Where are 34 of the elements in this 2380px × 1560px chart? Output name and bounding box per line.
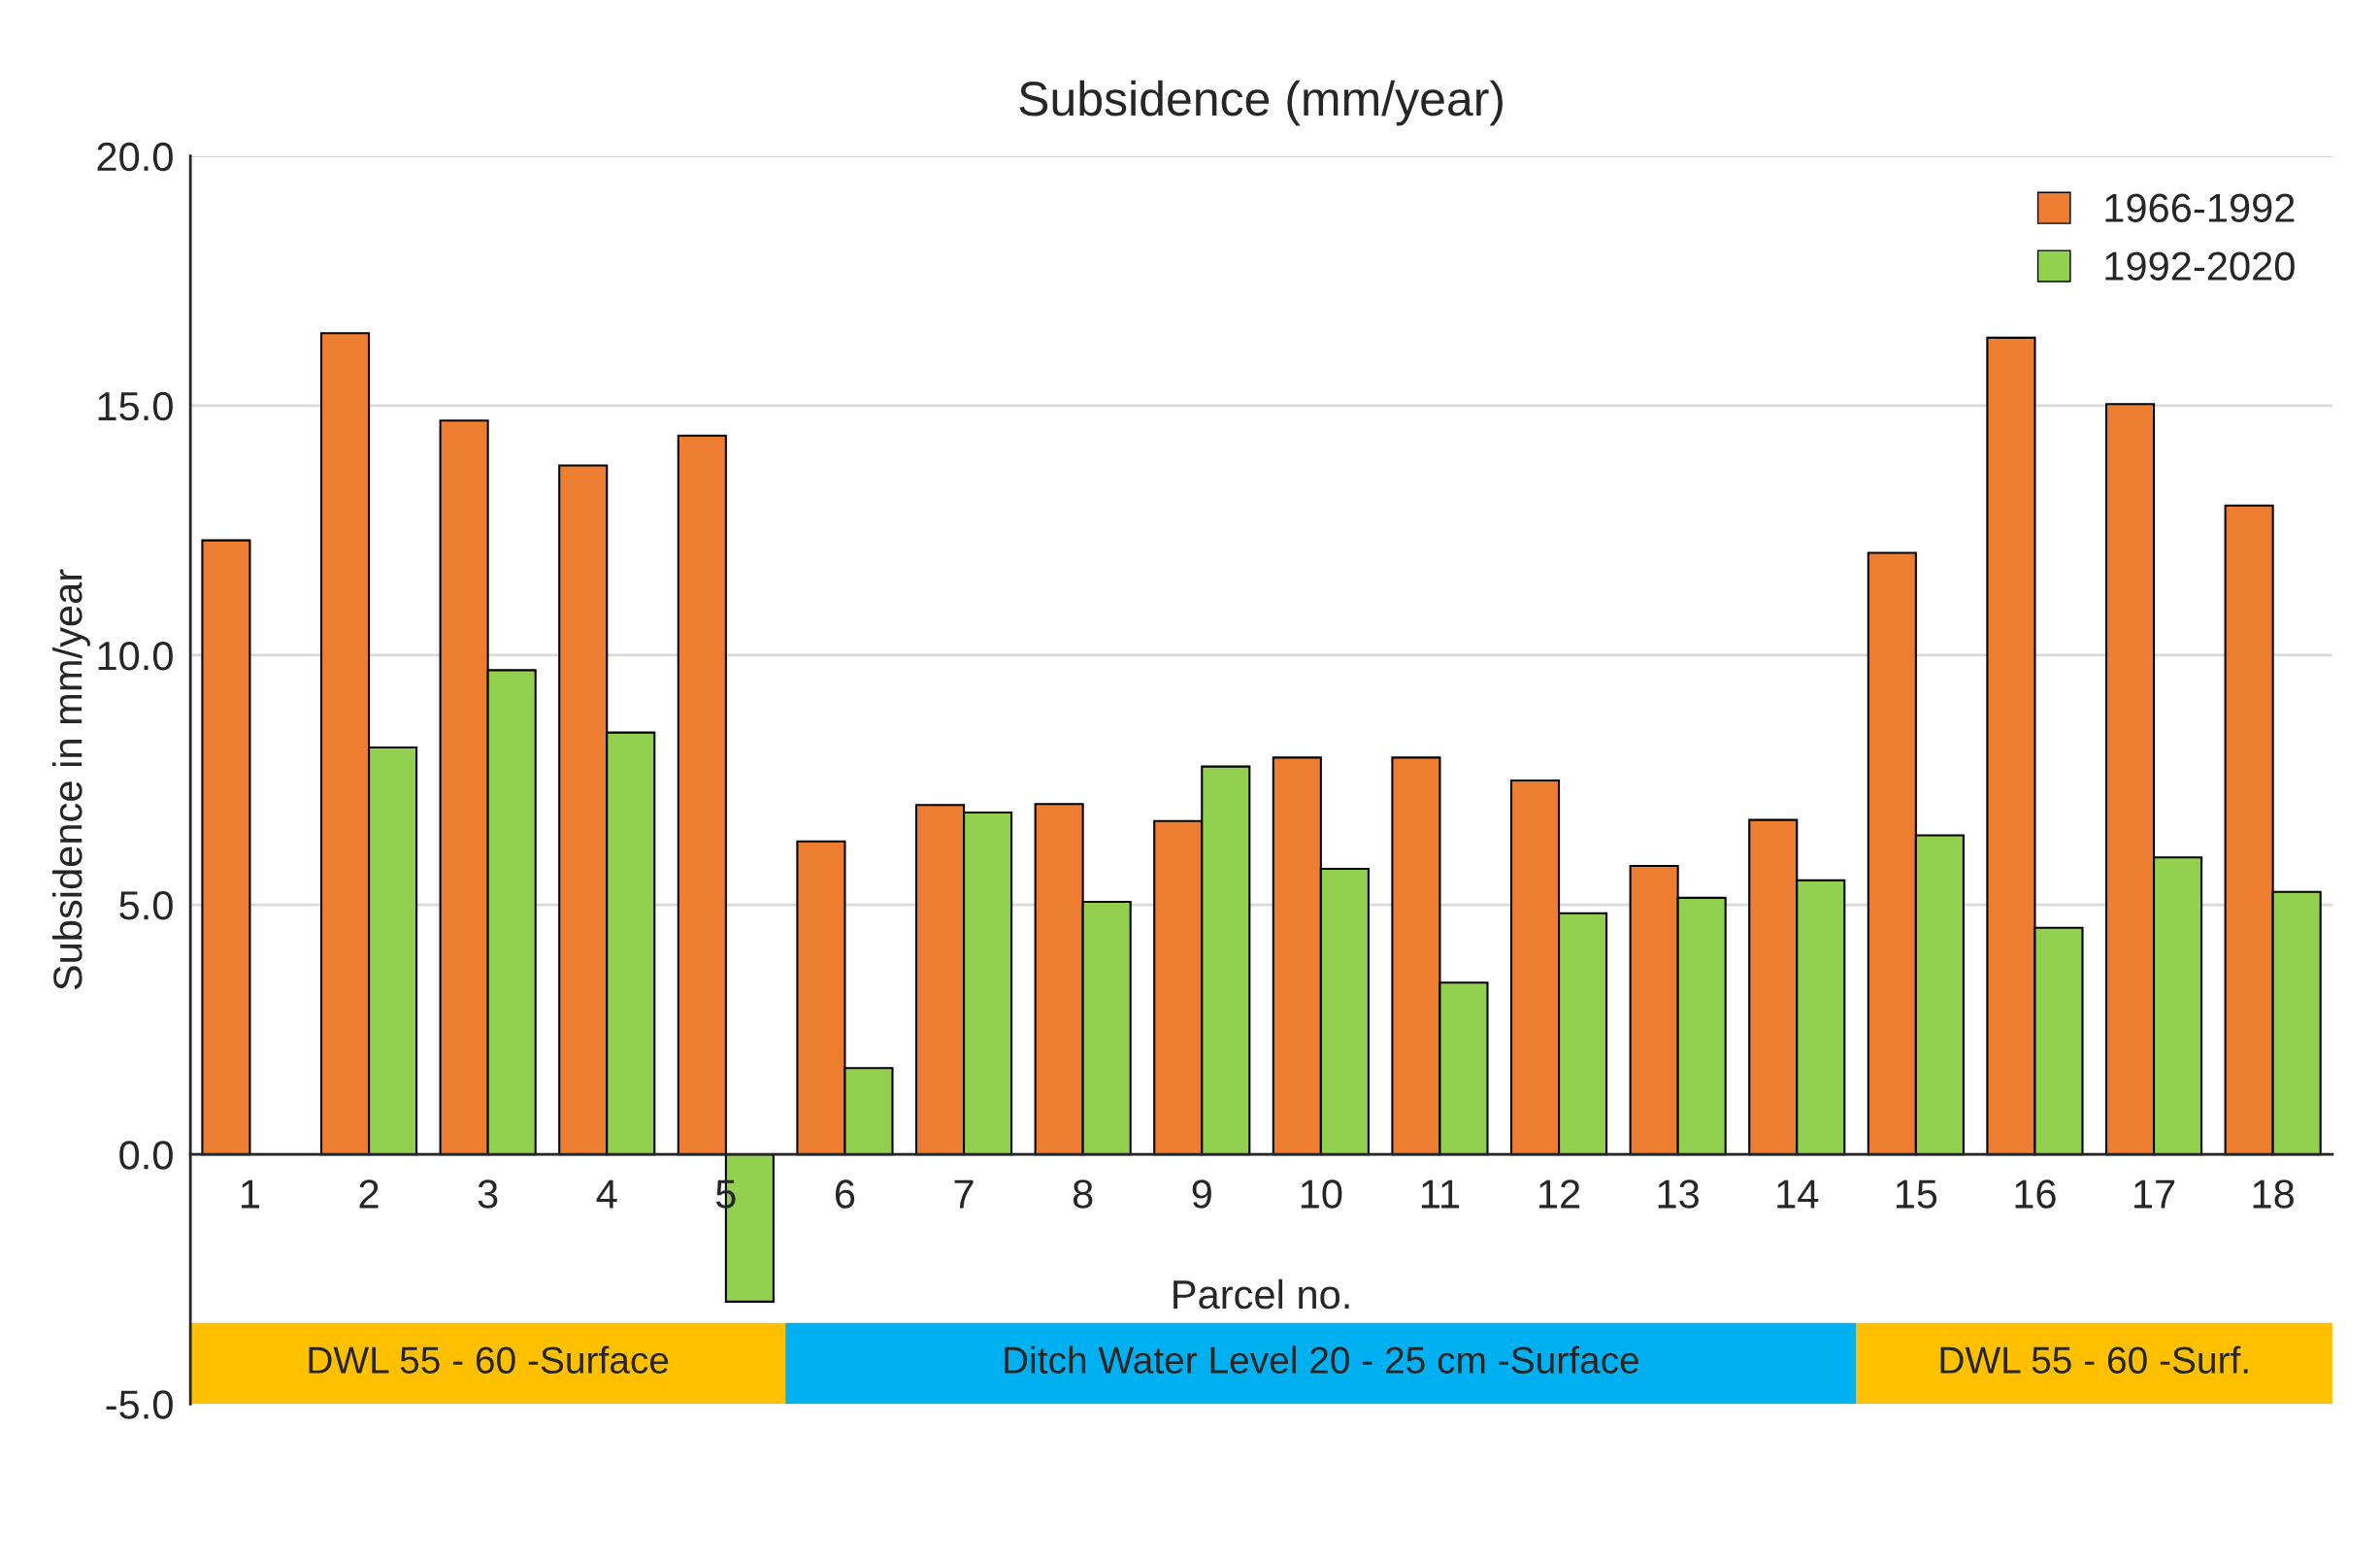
y-tick-label: 15.0 [98, 391, 173, 421]
x-tick-label: 2 [359, 1179, 379, 1209]
x-tick-label: 16 [2015, 1179, 2056, 1209]
x-tick-label: 13 [1658, 1179, 1699, 1209]
band-label: DWL 55 - 60 -Surface [309, 1345, 669, 1374]
x-tick-label: 3 [478, 1179, 498, 1209]
x-tick-label: 6 [835, 1179, 855, 1209]
y-tick-label: 5.0 [119, 891, 173, 920]
y-tick-label: -5.0 [106, 1390, 173, 1419]
x-tick-label: 10 [1301, 1179, 1342, 1209]
x-tick-label: 8 [1073, 1179, 1093, 1209]
x-tick-label: 18 [2253, 1179, 2295, 1209]
band-label: DWL 55 - 60 -Surf. [1940, 1345, 2248, 1374]
legend-label: 1966-1992 [2105, 193, 2295, 223]
legend-label: 1992-2020 [2105, 251, 2295, 281]
y-tick-label: 20.0 [97, 142, 173, 172]
y-tick-label: 0.0 [119, 1141, 173, 1170]
x-tick-label: 12 [1539, 1179, 1580, 1209]
x-tick-label: 7 [954, 1179, 974, 1209]
x-tick-label: 15 [1896, 1179, 1937, 1209]
x-tick-label: 14 [1777, 1179, 1819, 1209]
x-axis-title: Parcel no. [1173, 1278, 1349, 1310]
x-tick-label: 5 [715, 1179, 736, 1209]
x-tick-label: 17 [2134, 1179, 2175, 1209]
x-tick-label: 11 [1422, 1179, 1460, 1209]
chart-title: Subsidence (mm/year) [1019, 80, 1503, 126]
bar [677, 434, 727, 1156]
band-label: Ditch Water Level 20 - 25 cm -Surface [1005, 1345, 1639, 1374]
x-tick-label: 9 [1192, 1179, 1211, 1209]
x-tick-label: 4 [596, 1179, 617, 1209]
y-tick-label: 10.0 [98, 641, 173, 671]
x-tick-label: 1 [242, 1179, 260, 1209]
y-axis-title: Subsidence in mm/year [52, 569, 90, 990]
bar [201, 539, 251, 1156]
